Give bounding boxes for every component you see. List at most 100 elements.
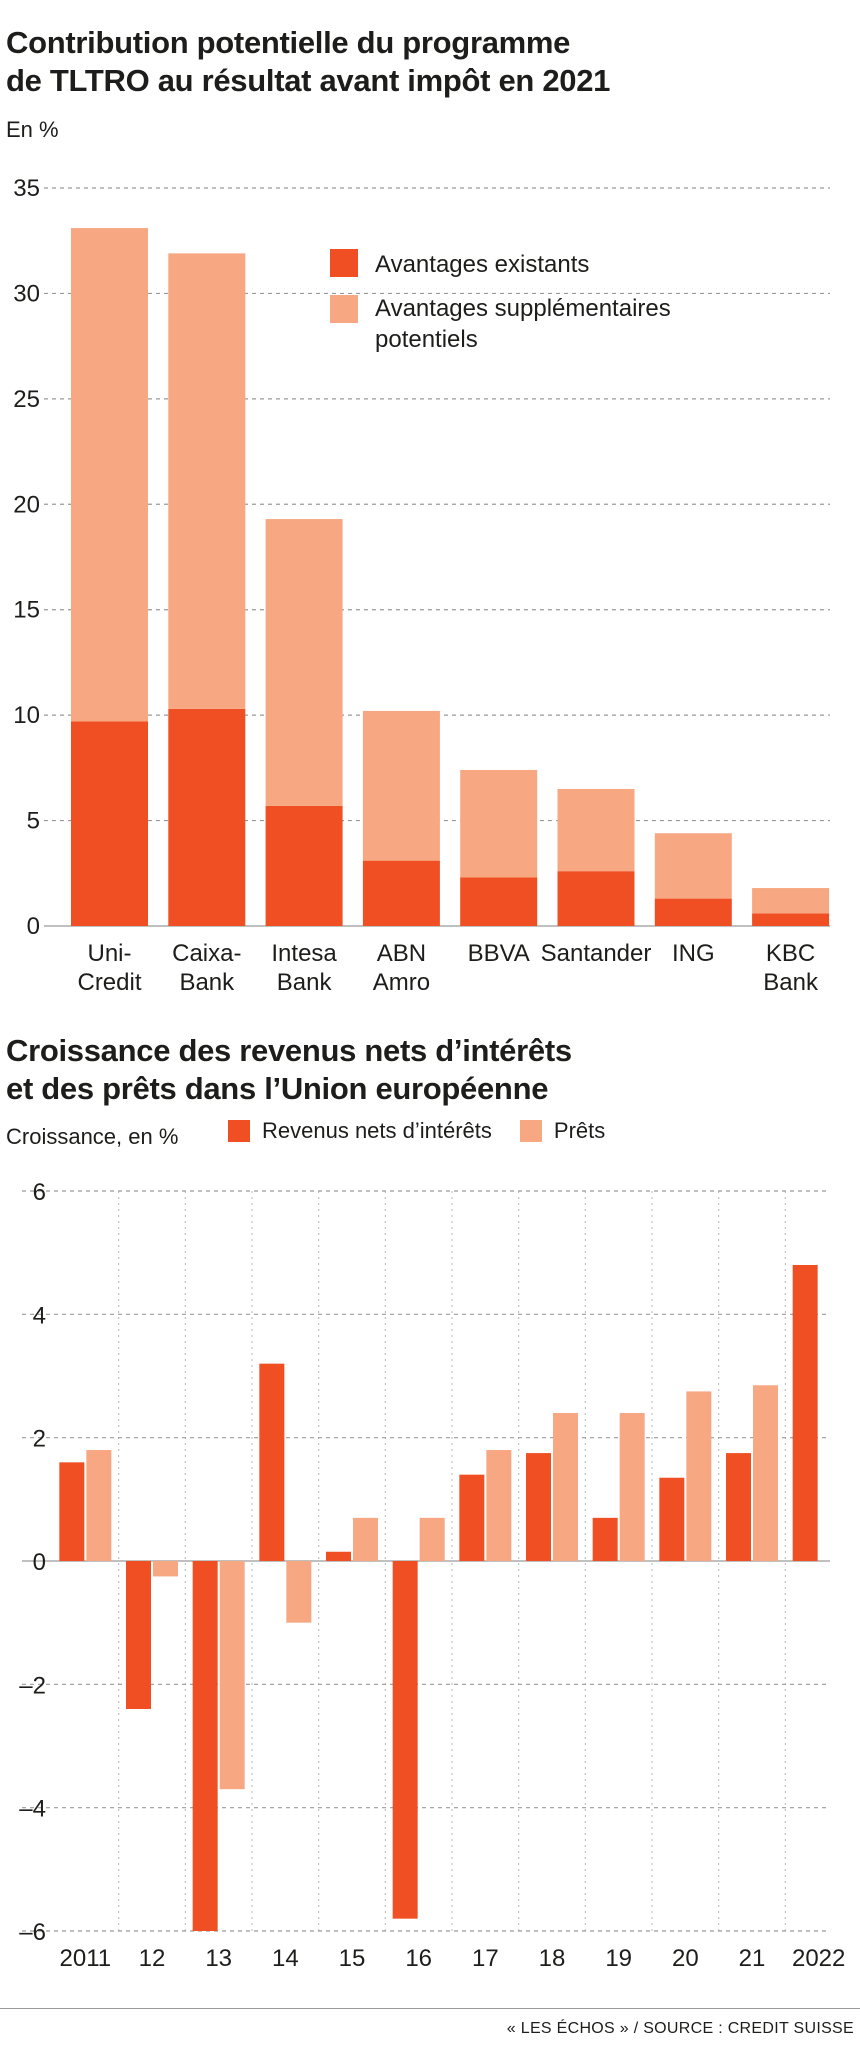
chart1-ytick-label: 0 — [27, 913, 40, 940]
chart2-title: Croissance des revenus nets d’intérêts e… — [6, 1032, 572, 1108]
bar-net-interest-income — [592, 1517, 618, 1561]
bar-existing — [752, 913, 830, 926]
bar-net-interest-income — [459, 1474, 485, 1561]
bar-existing — [168, 708, 246, 926]
legend-label-nii: Revenus nets d’intérêts — [262, 1118, 492, 1143]
chart1-ytick-label: 30 — [13, 280, 40, 307]
chart2-ytick-label: 0 — [33, 1549, 46, 1576]
legend-label-existing: Avantages existants — [375, 251, 589, 278]
chart1-xtick-label: ING — [672, 940, 715, 967]
source-credit: « LES ÉCHOS » / SOURCE : CREDIT SUISSE — [506, 2020, 854, 2037]
chart2-legend: Revenus nets d’intérêts Prêts — [228, 1118, 605, 1144]
chart2-title-line1: Croissance des revenus nets d’intérêts — [6, 1033, 572, 1068]
bar-net-interest-income — [659, 1477, 685, 1561]
chart1-xtick-label: Bank — [179, 969, 235, 996]
chart1-ytick-label: 15 — [13, 597, 40, 624]
bar-existing — [362, 860, 440, 926]
chart2-xtick-label: 2022 — [792, 1945, 845, 1972]
chart2-xtick-label: 14 — [272, 1945, 299, 1972]
bar-net-interest-income — [126, 1561, 151, 1709]
chart1-legend: Avantages existants Avantages supplément… — [330, 249, 671, 353]
bar-loans — [286, 1561, 312, 1623]
bar-net-interest-income — [59, 1462, 85, 1561]
chart1-ytick-label: 10 — [13, 702, 40, 729]
chart1-title-line1: Contribution potentielle du programme — [6, 25, 571, 60]
bar-net-interest-income — [792, 1265, 818, 1561]
bar-additional — [71, 228, 148, 722]
chart1-xtick-label: ABN — [377, 940, 426, 967]
bar-loans — [753, 1385, 778, 1561]
chart1-xtick-label: Caixa- — [172, 940, 241, 967]
chart1-xtick-label: Intesa — [271, 940, 337, 967]
bar-loans — [219, 1561, 245, 1790]
bar-net-interest-income — [392, 1561, 418, 1919]
bar-additional — [752, 888, 830, 914]
chart2-xtick-label: 16 — [405, 1945, 432, 1972]
chart1-xtick-label: Bank — [763, 969, 819, 996]
bar-loans — [686, 1391, 712, 1561]
chart1-title-line2: de TLTRO au résultat avant impôt en 2021 — [6, 63, 611, 98]
chart1-xtick-label: Uni- — [87, 940, 131, 967]
bar-additional — [168, 253, 246, 709]
chart2-xtick-label: 19 — [605, 1945, 632, 1972]
chart2-xtick-label: 15 — [339, 1945, 366, 1972]
legend-label-additional-line2: potentiels — [375, 326, 478, 353]
bar-additional — [654, 833, 732, 899]
bar-loans — [553, 1413, 578, 1561]
chart1-unit-label: En % — [6, 117, 59, 142]
chart1-xtick-label: BBVA — [468, 940, 530, 967]
chart2-xtick-label: 17 — [472, 1945, 499, 1972]
chart1-xtick-label: Amro — [373, 969, 430, 996]
bar-existing — [460, 877, 538, 926]
chart1-xtick-label: KBC — [766, 940, 815, 967]
chart2-unit-label: Croissance, en % — [6, 1124, 179, 1149]
legend-label-additional-line1: Avantages supplémentaires — [375, 295, 671, 322]
bar-existing — [654, 898, 732, 926]
bar-loans — [486, 1450, 512, 1561]
bar-net-interest-income — [259, 1363, 285, 1561]
bar-net-interest-income — [326, 1551, 351, 1561]
chart2-xtick-label: 18 — [539, 1945, 566, 1972]
chart2-ytick-label: –6 — [19, 1919, 46, 1946]
bar-loans — [86, 1450, 112, 1561]
chart2-xtick-label: 21 — [739, 1945, 766, 1972]
bar-net-interest-income — [726, 1453, 751, 1561]
chart1-ytick-label: 25 — [13, 386, 40, 413]
chart1-ytick-label: 35 — [13, 175, 40, 202]
chart2-xtick-label: 2011 — [60, 1945, 112, 1972]
chart2-ytick-label: 2 — [33, 1426, 46, 1453]
chart1-xtick-label: Bank — [277, 969, 333, 996]
legend-swatch-existing — [330, 249, 358, 277]
chart2-xtick-label: 13 — [205, 1945, 232, 1972]
chart2-xtick-label: 12 — [139, 1945, 166, 1972]
bar-existing — [557, 871, 635, 926]
chart1-title: Contribution potentielle du programme de… — [6, 24, 610, 100]
bar-loans — [419, 1517, 445, 1561]
bar-net-interest-income — [192, 1561, 218, 1931]
legend-swatch-nii — [228, 1120, 250, 1142]
chart2-ytick-label: –2 — [19, 1672, 46, 1699]
bar-existing — [71, 721, 148, 926]
legend-swatch-loans — [519, 1120, 542, 1142]
legend-swatch-additional — [330, 295, 358, 323]
bar-net-interest-income — [526, 1453, 551, 1561]
bar-additional — [265, 519, 343, 806]
bar-additional — [460, 769, 538, 878]
chart1-xtick-label: Credit — [77, 969, 141, 996]
chart1-ytick-label: 5 — [27, 808, 40, 835]
bar-additional — [362, 710, 440, 861]
chart2-title-line2: et des prêts dans l’Union européenne — [6, 1071, 549, 1106]
bar-loans — [353, 1517, 378, 1561]
bar-loans — [619, 1413, 645, 1561]
chart1-ytick-label: 20 — [13, 491, 40, 518]
chart2-ytick-label: –4 — [19, 1796, 46, 1823]
bar-additional — [557, 788, 635, 872]
chart2-ytick-label: 6 — [33, 1179, 46, 1206]
chart2-xtick-label: 20 — [672, 1945, 699, 1972]
chart2-ytick-label: 4 — [33, 1302, 46, 1329]
bar-loans — [153, 1561, 178, 1577]
bar-existing — [265, 805, 343, 926]
chart1-xtick-label: Santander — [541, 940, 652, 967]
